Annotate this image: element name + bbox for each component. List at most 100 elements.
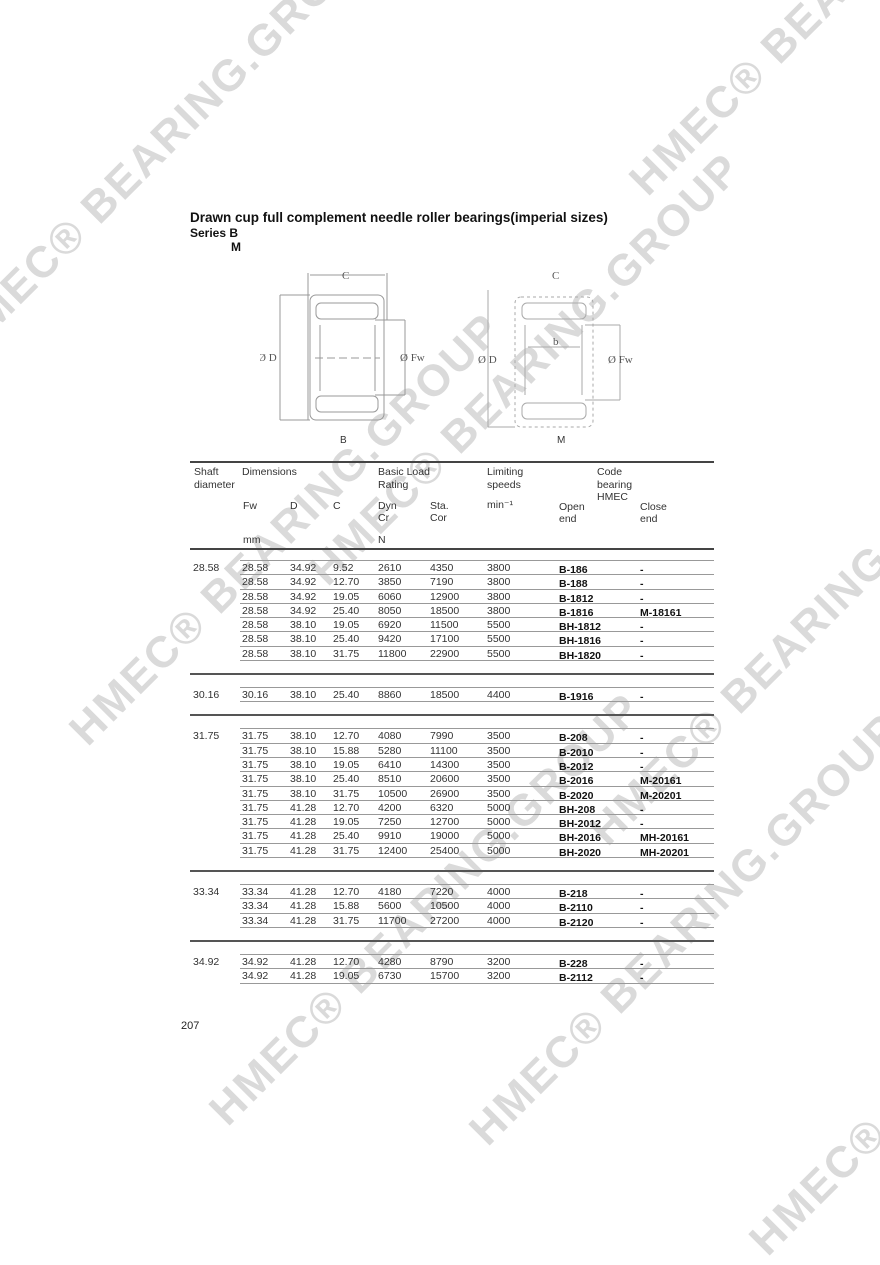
cell-dyn-cr: 9420 — [378, 633, 402, 646]
header-open-2: end — [559, 513, 577, 525]
watermark-text: HMEC® BEARING.GROUP — [740, 813, 880, 1265]
cell-fw: 28.58 — [242, 604, 269, 617]
cell-dyn-cr: 5600 — [378, 900, 402, 913]
cell-open-end-code: B-208 — [559, 732, 588, 745]
cell-d: 41.28 — [290, 886, 317, 899]
table-row: 28.58 34.92 9.52 2610 4350 3800 B-186 - — [240, 561, 714, 576]
header-dyn: Dyn — [378, 500, 397, 512]
table-row: 34.92 41.28 19.05 6730 15700 3200 B-2112 - — [240, 969, 714, 985]
shaft-group: 33.34 33.34 41.28 12.70 4180 7220 4000 B-218-33… — [190, 870, 714, 940]
cell-sta-cor: 26900 — [430, 787, 460, 800]
cell-fw: 33.34 — [242, 886, 269, 899]
cell-c: 25.40 — [333, 830, 360, 843]
cell-c: 19.05 — [333, 619, 360, 632]
table-row: 33.34 41.28 12.70 4180 7220 4000 B-218 - — [240, 885, 714, 900]
table-row: 28.58 38.10 25.40 9420 17100 5500 BH-1816 - — [240, 632, 714, 647]
cell-fw: 28.58 — [242, 562, 269, 574]
cell-speed: 3500 — [487, 758, 511, 771]
shaft-group: 34.92 34.92 41.28 12.70 4280 8790 3200 B-228-34… — [190, 939, 714, 996]
cell-close-end-code: - — [640, 916, 644, 929]
cell-d: 34.92 — [290, 562, 317, 574]
cell-sta-cor: 12700 — [430, 816, 460, 829]
cell-dyn-cr: 10500 — [378, 787, 408, 800]
cell-fw: 31.75 — [242, 773, 269, 786]
cell-fw: 31.75 — [242, 744, 269, 757]
cell-close-end-code: - — [640, 957, 644, 970]
header-fw: Fw — [243, 500, 257, 512]
cell-d: 34.92 — [290, 576, 317, 589]
cell-sta-cor: 19000 — [430, 830, 460, 843]
shaft-group: 28.58 28.58 34.92 9.52 2610 4350 3800 B-186-28.… — [190, 548, 714, 673]
cell-dyn-cr: 4080 — [378, 730, 402, 743]
cell-open-end-code: B-2112 — [559, 972, 593, 985]
cell-fw: 28.58 — [242, 633, 269, 646]
cell-close-end-code: - — [640, 746, 644, 759]
cell-speed: 3800 — [487, 590, 511, 603]
cell-sta-cor: 6320 — [430, 801, 454, 814]
cell-sta-cor: 15700 — [430, 970, 460, 983]
group-rows: 31.75 38.10 12.70 4080 7990 3500 B-208 - 31.75 38… — [240, 728, 714, 859]
watermark-text: HMEC® BEARING.GROUP — [620, 0, 880, 205]
dimension-fw-label: Ø Fw — [608, 354, 633, 366]
table-row: 28.58 34.92 12.70 3850 7190 3800 B-188 - — [240, 575, 714, 591]
shaft-diameter: 34.92 — [193, 955, 220, 968]
table-row: 31.75 38.10 31.75 10500 26900 3500 B-2020 M-202… — [240, 787, 714, 802]
table-row: 28.58 34.92 19.05 6060 12900 3800 B-1812 - — [240, 590, 714, 605]
cell-c: 25.40 — [333, 689, 360, 702]
header-sta-2: Cor — [430, 512, 447, 524]
cell-speed: 3800 — [487, 576, 511, 589]
cell-fw: 33.34 — [242, 900, 269, 913]
cell-d: 34.92 — [290, 590, 317, 603]
cell-fw: 28.58 — [242, 647, 269, 660]
cell-sta-cor: 14300 — [430, 758, 460, 771]
table-row: 33.34 41.28 31.75 11700 27200 4000 B-2120 - — [240, 914, 714, 929]
cell-close-end-code: - — [640, 564, 644, 576]
cell-c: 25.40 — [333, 633, 360, 646]
cell-sta-cor: 7190 — [430, 576, 454, 589]
cell-dyn-cr: 8050 — [378, 604, 402, 617]
cell-sta-cor: 27200 — [430, 914, 460, 927]
cell-d: 34.92 — [290, 604, 317, 617]
cell-open-end-code: BH-208 — [559, 803, 596, 816]
table-row: 31.75 41.28 19.05 7250 12700 5000 BH-2012 - — [240, 815, 714, 830]
table-row: 31.75 38.10 19.05 6410 14300 3500 B-2012 - — [240, 758, 714, 773]
cell-sta-cor: 12900 — [430, 590, 460, 603]
cell-dyn-cr: 6410 — [378, 758, 402, 771]
cell-close-end-code: M-20201 — [640, 789, 682, 802]
cell-dyn-cr: 5280 — [378, 744, 402, 757]
cell-close-end-code: - — [640, 972, 644, 985]
bearing-table: 28.58 28.58 34.92 9.52 2610 4350 3800 B-186-28.… — [190, 548, 714, 996]
cell-dyn-cr: 6730 — [378, 970, 402, 983]
cell-c: 9.52 — [333, 562, 354, 574]
shaft-diameter: 28.58 — [193, 562, 220, 574]
table-row: 28.58 34.92 25.40 8050 18500 3800 B-1816 M-1816… — [240, 604, 714, 619]
cell-speed: 5000 — [487, 816, 511, 829]
table-row: 30.16 38.10 25.40 8860 18500 4400 B-1916 - — [240, 688, 714, 703]
cell-sta-cor: 25400 — [430, 844, 460, 857]
cell-close-end-code: - — [640, 732, 644, 745]
cell-close-end-code: - — [640, 902, 644, 915]
cell-open-end-code: B-2010 — [559, 746, 594, 759]
cell-open-end-code: B-186 — [559, 564, 588, 576]
cell-c: 12.70 — [333, 955, 360, 968]
cell-speed: 5500 — [487, 619, 511, 632]
header-limiting-2: speeds — [487, 479, 521, 491]
cell-speed: 4000 — [487, 900, 511, 913]
cell-open-end-code: B-2020 — [559, 789, 594, 802]
cell-open-end-code: B-1816 — [559, 606, 594, 619]
dimension-c-label: C — [552, 270, 559, 282]
cell-d: 38.10 — [290, 787, 317, 800]
cell-c: 19.05 — [333, 970, 360, 983]
cell-c: 31.75 — [333, 787, 360, 800]
cell-fw: 28.58 — [242, 590, 269, 603]
cell-fw: 30.16 — [242, 689, 269, 702]
cell-close-end-code: - — [640, 649, 644, 662]
cell-c: 15.88 — [333, 744, 360, 757]
cell-dyn-cr: 7250 — [378, 816, 402, 829]
cell-close-end-code: M-18161 — [640, 606, 682, 619]
header-c: C — [333, 500, 341, 512]
cell-open-end-code: B-188 — [559, 578, 588, 591]
cell-dyn-cr: 4200 — [378, 801, 402, 814]
dimension-b-label: b — [553, 336, 559, 348]
cell-c: 15.88 — [333, 900, 360, 913]
